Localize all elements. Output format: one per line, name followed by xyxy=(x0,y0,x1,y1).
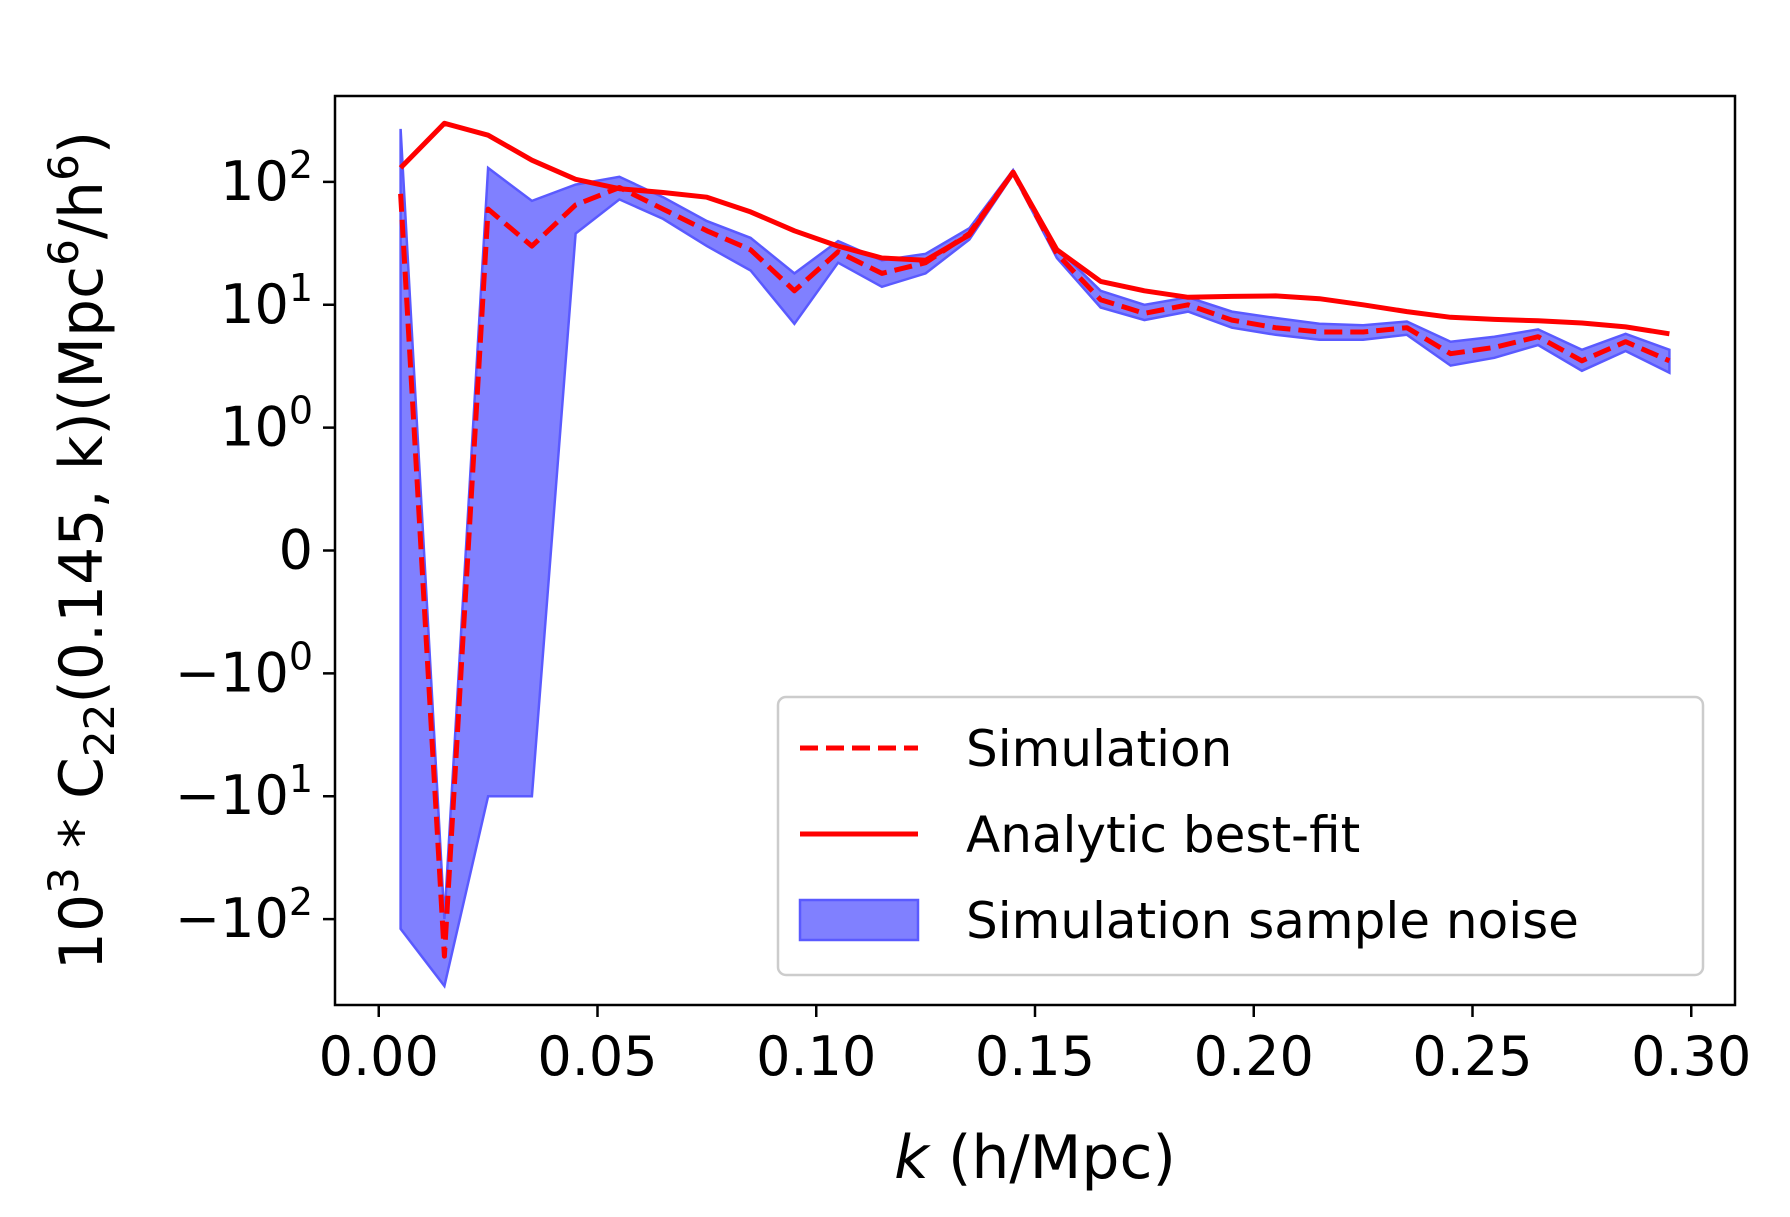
legend-swatch xyxy=(798,898,920,942)
legend-label: Simulation xyxy=(966,720,1232,778)
x-tick-label: 0.20 xyxy=(1194,1025,1314,1088)
y-tick-label: −100 xyxy=(175,634,313,704)
legend-label: Analytic best-fit xyxy=(966,806,1360,864)
legend-analytic: Analytic best-fit xyxy=(800,806,1360,864)
noise-band xyxy=(399,128,1671,989)
plot-area xyxy=(398,120,1671,989)
y-tick-label: 102 xyxy=(220,143,313,213)
legend-noise: Simulation sample noise xyxy=(798,892,1579,950)
y-axis-label: 103 * C22(0.145, k)(Mpc6/h6) xyxy=(39,131,124,970)
x-tick-label: 0.15 xyxy=(975,1025,1095,1088)
y-tick-label: −102 xyxy=(175,880,313,950)
simulation-line xyxy=(398,169,1671,959)
x-tick-label: 0.00 xyxy=(319,1025,439,1088)
analytic-line xyxy=(398,120,1670,337)
legend-label: Simulation sample noise xyxy=(966,892,1579,950)
x-tick-label: 0.10 xyxy=(756,1025,876,1088)
y-tick-label: 100 xyxy=(220,389,313,459)
plot-clip-group xyxy=(398,120,1671,989)
legend: Simulation Analytic best-fit Simulation sa… xyxy=(776,695,1705,977)
x-tick-label: 0.05 xyxy=(537,1025,657,1088)
x-tick-label: 0.25 xyxy=(1412,1025,1532,1088)
y-tick-label: −101 xyxy=(175,757,313,827)
axes: 0.00 0.05 0.10 0.15 0.20 0.25 0.30 102 101 100 0 −1… xyxy=(39,94,1751,1193)
legend-box xyxy=(776,695,1705,977)
x-tick-label: 0.30 xyxy=(1631,1025,1751,1088)
legend-simulation: Simulation xyxy=(800,720,1232,778)
y-tick-label: 0 xyxy=(279,519,313,582)
x-axis-label: k (h/Mpc) xyxy=(894,1123,1176,1193)
y-tick-label: 101 xyxy=(220,266,313,336)
